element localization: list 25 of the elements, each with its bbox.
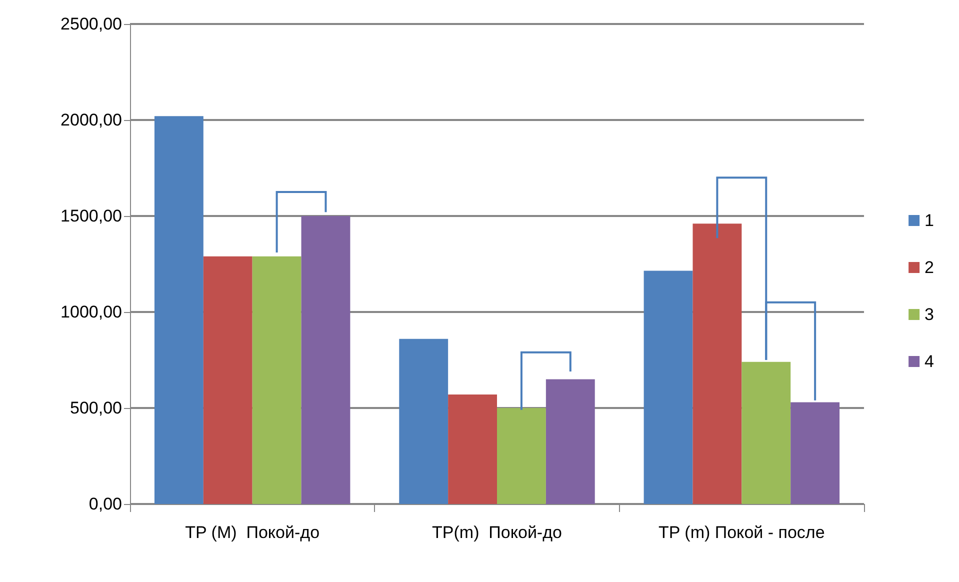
- y-tick-label: 1000,00: [60, 302, 122, 322]
- bar: [644, 270, 693, 504]
- bar: [399, 338, 448, 504]
- y-tick-label: 0,00: [88, 494, 122, 514]
- bar: [497, 408, 546, 504]
- bar: [252, 256, 302, 504]
- legend-label: 3: [924, 305, 934, 324]
- bar: [203, 256, 252, 504]
- x-tick-label: TP(m) Покой-до: [432, 523, 562, 542]
- y-tick-label: 500,00: [70, 398, 122, 418]
- bar: [692, 224, 742, 504]
- legend-label: 1: [924, 211, 934, 230]
- bar: [301, 216, 350, 504]
- bar: [546, 379, 595, 504]
- legend-label: 2: [924, 258, 934, 277]
- x-tick-label: TP (M) Покой-до: [185, 523, 320, 542]
- y-tick-label: 1500,00: [60, 206, 122, 226]
- bar: [154, 116, 204, 504]
- bar: [448, 394, 497, 504]
- bar: [742, 362, 791, 504]
- legend-label: 4: [924, 352, 934, 371]
- bar: [790, 402, 840, 504]
- y-tick-label: 2500,00: [60, 14, 122, 34]
- x-tick-label: TP (m) Покой - после: [658, 523, 825, 542]
- y-tick-label: 2000,00: [60, 110, 122, 130]
